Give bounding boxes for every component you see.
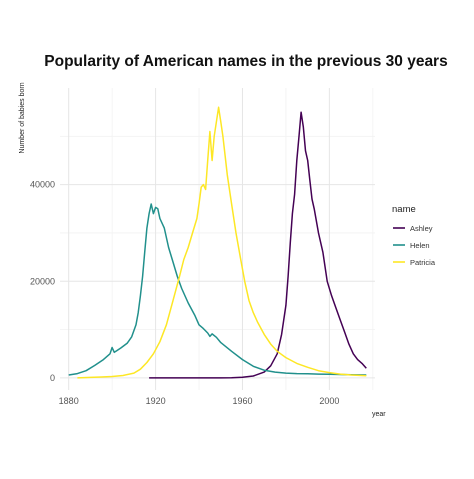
y-axis-ticks: 0 20000 40000 (30, 180, 55, 383)
grid (60, 88, 375, 390)
x-tick-label: 1960 (232, 396, 252, 406)
series-line-patricia (77, 106, 367, 379)
chart-title: Popularity of American names in the prev… (44, 53, 447, 70)
y-tick-label: 0 (50, 373, 55, 383)
legend-label: Helen (410, 241, 430, 250)
x-tick-label: 2000 (319, 396, 339, 406)
y-tick-label: 40000 (30, 180, 55, 190)
series-line-helen (68, 203, 367, 376)
legend: name Ashley Helen Patricia (392, 204, 436, 267)
legend-title: name (392, 204, 416, 215)
y-tick-label: 20000 (30, 276, 55, 286)
x-axis-ticks: 1880 1920 1960 2000 (59, 396, 340, 406)
series-lines (68, 106, 367, 379)
legend-label: Patricia (410, 258, 436, 267)
x-tick-label: 1880 (59, 396, 79, 406)
y-axis-label: Number of babies born (19, 82, 26, 153)
x-axis-label: year (372, 411, 386, 418)
x-tick-label: 1920 (146, 396, 166, 406)
series-line-ashley (149, 111, 367, 379)
legend-label: Ashley (410, 224, 433, 233)
